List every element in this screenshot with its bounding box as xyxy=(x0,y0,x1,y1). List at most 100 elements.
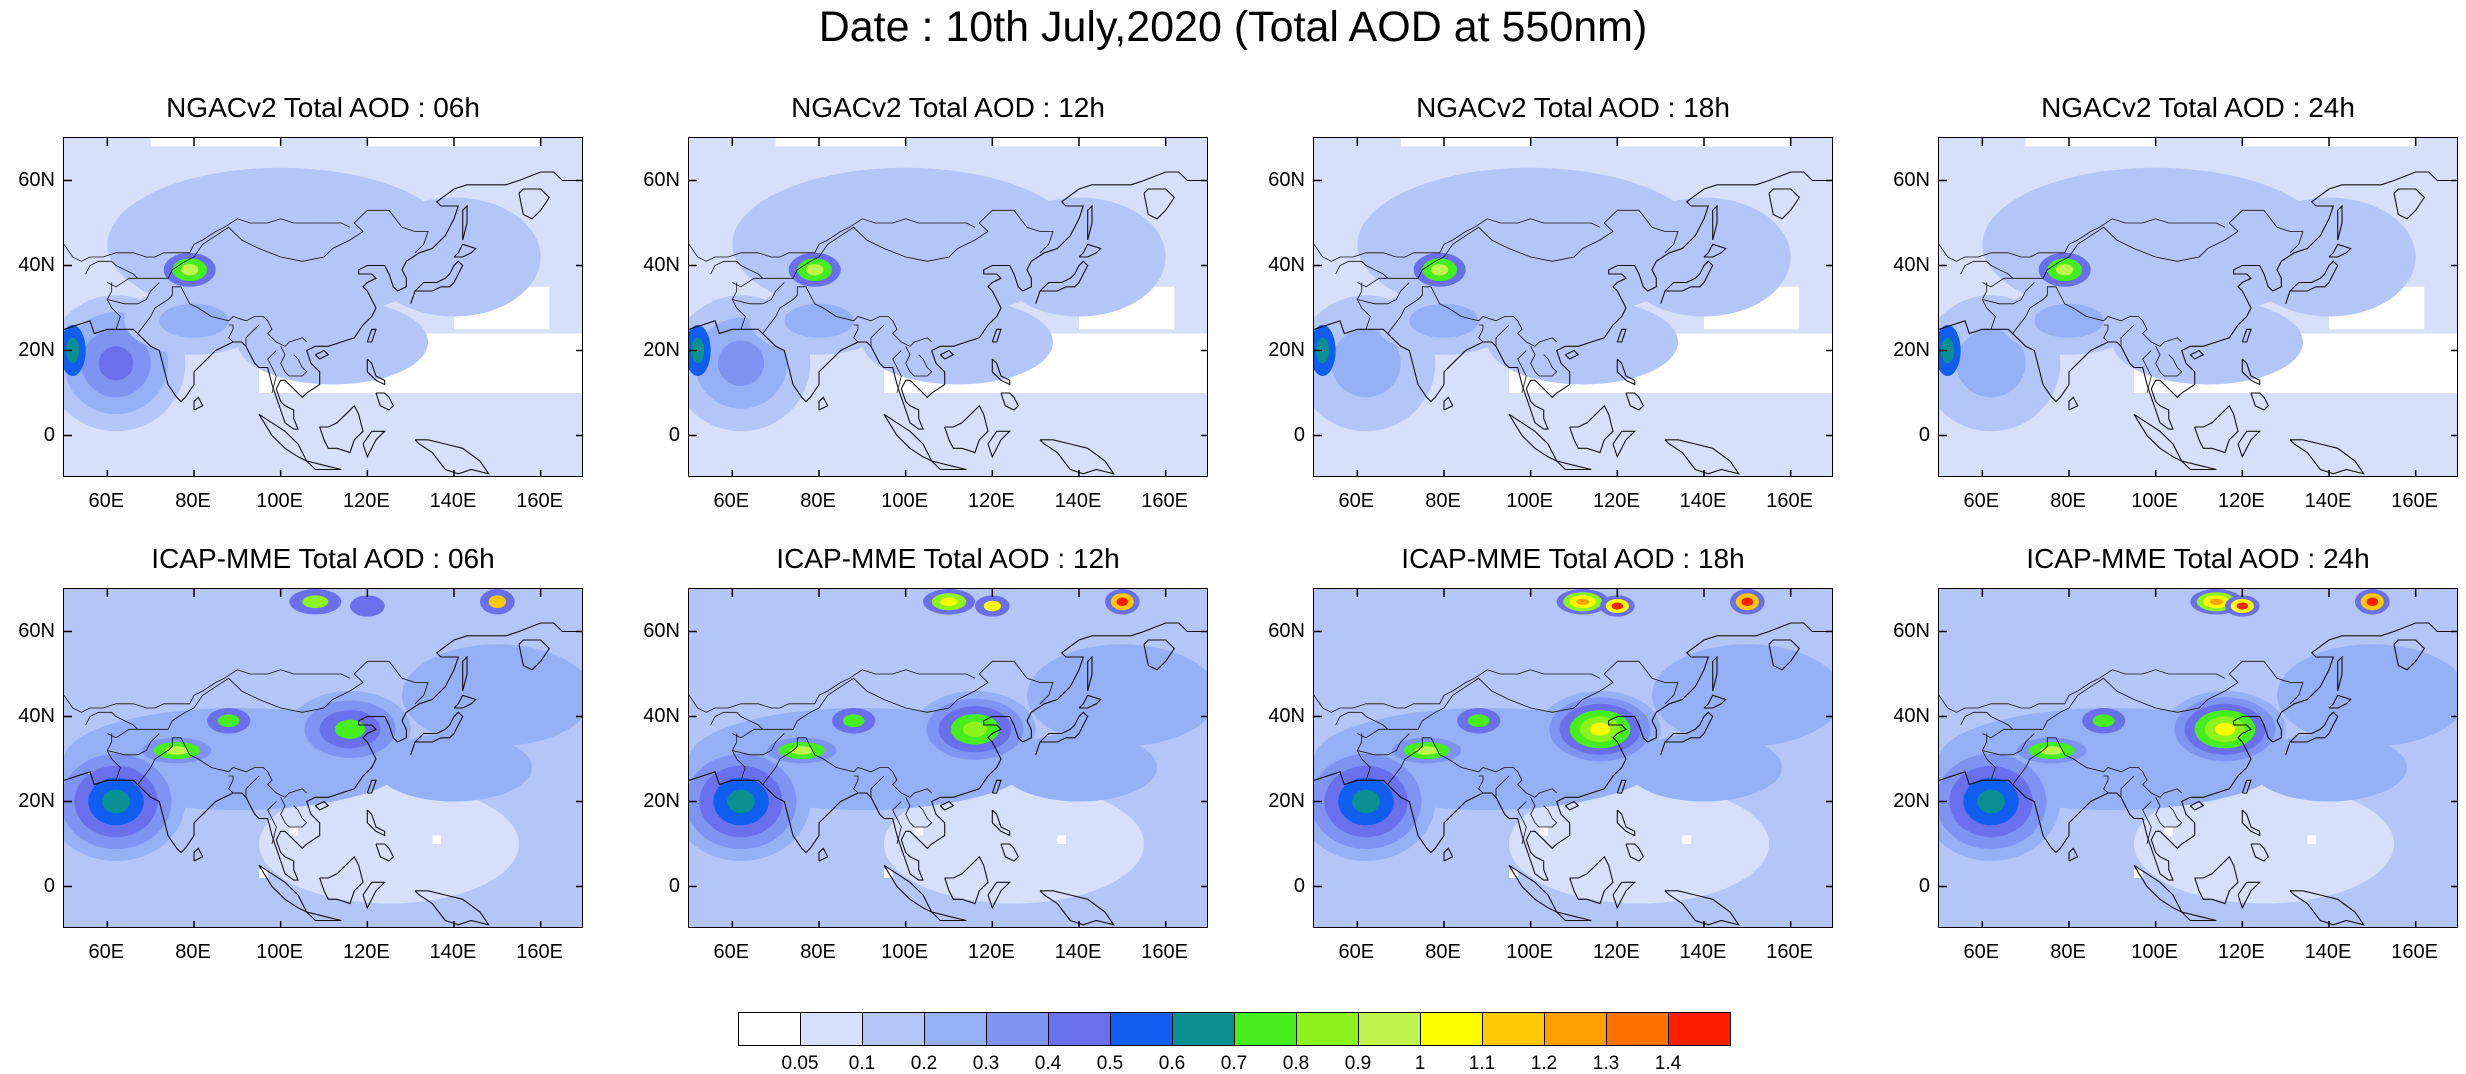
lon-tick-label: 120E xyxy=(342,490,390,512)
lat-tick-label: 60N xyxy=(1893,168,1930,191)
lat-tick-label: 0 xyxy=(1293,874,1305,897)
colorbar-swatch xyxy=(1358,1012,1421,1046)
lon-tick-label: 140E xyxy=(1679,490,1727,512)
lon-tick-label: 140E xyxy=(429,941,477,963)
lon-tick-label: 100E xyxy=(1506,490,1554,512)
lat-tick-label: 60N xyxy=(1268,619,1305,642)
lon-tick-label: 140E xyxy=(2304,941,2352,963)
lat-tick-label: 20N xyxy=(18,789,55,812)
lon-tick-label: 100E xyxy=(881,490,929,512)
colorbar-label: 0.6 xyxy=(1158,1053,1186,1074)
aod-field xyxy=(1939,589,2457,927)
aod-map-panel-6 xyxy=(688,588,1208,928)
lon-tick-label: 120E xyxy=(1592,490,1640,512)
lon-tick-label: 100E xyxy=(2131,941,2179,963)
lat-tick-label: 20N xyxy=(643,338,680,361)
colorbar-swatch xyxy=(738,1012,801,1046)
lon-tick-label: 60E xyxy=(713,941,750,963)
lat-tick-label: 40N xyxy=(18,253,55,276)
colorbar-swatch xyxy=(986,1012,1049,1046)
lat-tick-label: 0 xyxy=(43,874,55,897)
lon-tick-label: 60E xyxy=(1338,941,1375,963)
colorbar-swatch xyxy=(1296,1012,1359,1046)
lon-tick-label: 80E xyxy=(1425,490,1461,512)
colorbar-swatch xyxy=(1110,1012,1173,1046)
lat-tick-label: 0 xyxy=(1293,423,1305,446)
lon-tick-label: 80E xyxy=(175,941,211,963)
aod-field xyxy=(1314,589,1832,927)
lat-tick-label: 0 xyxy=(43,423,55,446)
colorbar-swatch xyxy=(1420,1012,1483,1046)
colorbar-label: 0.8 xyxy=(1282,1053,1310,1074)
lat-tick-label: 40N xyxy=(643,704,680,727)
aod-field xyxy=(1939,138,2457,476)
lat-tick-label: 20N xyxy=(643,789,680,812)
lon-tick-label: 160E xyxy=(516,490,564,512)
lat-tick-label: 60N xyxy=(1893,619,1930,642)
lat-tick-label: 0 xyxy=(1918,423,1930,446)
lat-tick-label: 40N xyxy=(1268,704,1305,727)
lon-tick-label: 60E xyxy=(88,490,125,512)
lon-tick-label: 160E xyxy=(1141,490,1189,512)
colorbar-label: 0.2 xyxy=(910,1053,938,1074)
colorbar-swatch xyxy=(1048,1012,1111,1046)
lon-tick-label: 140E xyxy=(1054,490,1102,512)
lat-tick-label: 60N xyxy=(1268,168,1305,191)
lon-tick-label: 160E xyxy=(1141,941,1189,963)
colorbar-label: 0.5 xyxy=(1096,1053,1124,1074)
lon-tick-label: 120E xyxy=(967,941,1015,963)
aod-map-panel-2 xyxy=(688,137,1208,477)
lat-tick-label: 0 xyxy=(668,874,680,897)
lat-tick-label: 40N xyxy=(1893,704,1930,727)
lon-tick-label: 140E xyxy=(1679,941,1727,963)
colorbar-label: 0.4 xyxy=(1034,1053,1062,1074)
lon-tick-label: 160E xyxy=(516,941,564,963)
colorbar-swatch xyxy=(924,1012,987,1046)
aod-field xyxy=(689,589,1207,927)
colorbar-label: 0.3 xyxy=(972,1053,1000,1074)
lat-tick-label: 40N xyxy=(18,704,55,727)
lon-tick-label: 120E xyxy=(2217,941,2265,963)
lon-tick-label: 80E xyxy=(800,490,836,512)
lon-tick-label: 60E xyxy=(1338,490,1375,512)
aod-field xyxy=(1314,138,1832,476)
lon-tick-label: 160E xyxy=(2391,941,2439,963)
lon-tick-label: 80E xyxy=(800,941,836,963)
colorbar-label: 0.05 xyxy=(781,1053,819,1074)
colorbar-label: 0.1 xyxy=(848,1053,876,1074)
lon-tick-label: 80E xyxy=(175,490,211,512)
lat-tick-label: 20N xyxy=(18,338,55,361)
panel-title-4: NGACv2 Total AOD : 24h xyxy=(2041,92,2355,123)
aod-map-panel-1 xyxy=(63,137,583,477)
panel-title-7: ICAP-MME Total AOD : 18h xyxy=(1401,543,1745,574)
lon-tick-label: 60E xyxy=(1963,490,2000,512)
lat-tick-label: 60N xyxy=(643,619,680,642)
panel-title-6: ICAP-MME Total AOD : 12h xyxy=(776,543,1120,574)
colorbar-swatch xyxy=(862,1012,925,1046)
lon-tick-label: 120E xyxy=(2217,490,2265,512)
panel-title-1: NGACv2 Total AOD : 06h xyxy=(166,92,480,123)
lat-tick-label: 40N xyxy=(643,253,680,276)
lat-tick-label: 0 xyxy=(668,423,680,446)
colorbar-label: 1.1 xyxy=(1468,1053,1496,1074)
panel-title-5: ICAP-MME Total AOD : 06h xyxy=(151,543,495,574)
lon-tick-label: 100E xyxy=(2131,490,2179,512)
lon-tick-label: 100E xyxy=(256,941,304,963)
lon-tick-label: 80E xyxy=(2050,941,2086,963)
colorbar-label: 1.4 xyxy=(1654,1053,1682,1074)
colorbar-label: 0.7 xyxy=(1220,1053,1248,1074)
aod-field xyxy=(64,589,582,927)
colorbar-label: 1 xyxy=(1414,1053,1426,1074)
panel-title-2: NGACv2 Total AOD : 12h xyxy=(791,92,1105,123)
colorbar-swatch xyxy=(800,1012,863,1046)
lon-tick-label: 140E xyxy=(1054,941,1102,963)
colorbar-swatch xyxy=(1172,1012,1235,1046)
lon-tick-label: 120E xyxy=(342,941,390,963)
lat-tick-label: 60N xyxy=(643,168,680,191)
colorbar-swatch xyxy=(1234,1012,1297,1046)
colorbar-swatch xyxy=(1544,1012,1607,1046)
lon-tick-label: 100E xyxy=(1506,941,1554,963)
lon-tick-label: 60E xyxy=(1963,941,2000,963)
lat-tick-label: 0 xyxy=(1918,874,1930,897)
lon-tick-label: 160E xyxy=(1766,941,1814,963)
